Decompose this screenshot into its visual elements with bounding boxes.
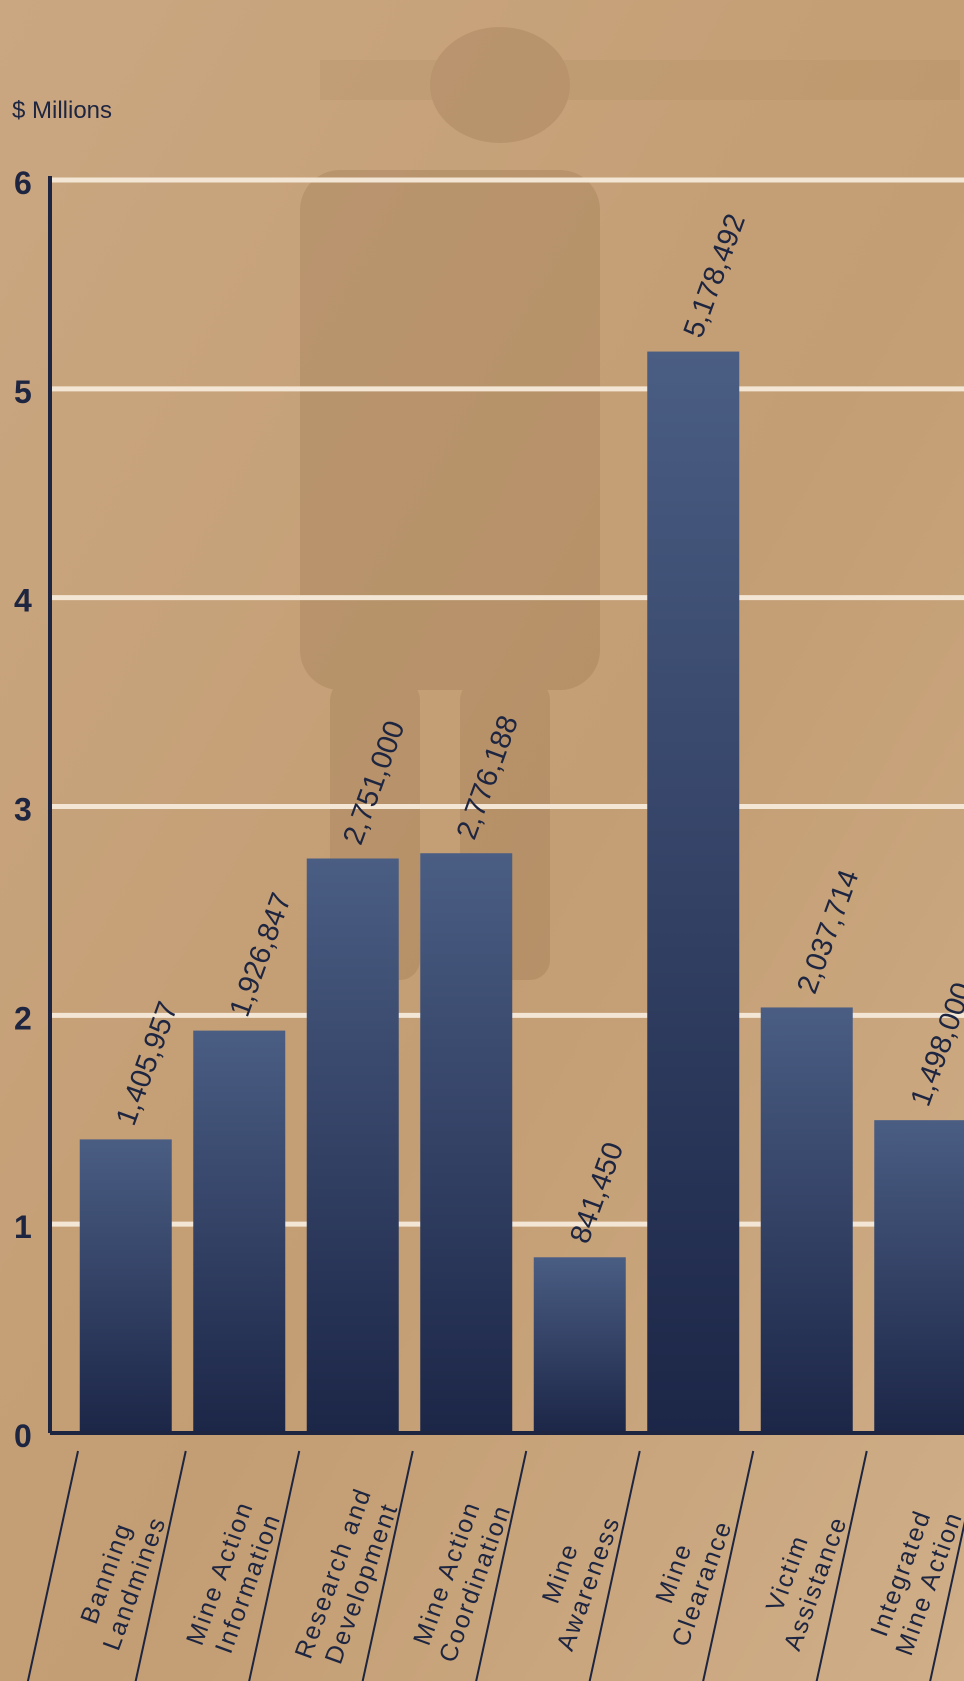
category-separator xyxy=(134,1450,187,1681)
bar xyxy=(874,1120,964,1433)
category-separator xyxy=(815,1450,868,1681)
category-separator xyxy=(702,1450,755,1681)
category-separator xyxy=(26,1450,79,1681)
bar xyxy=(533,1257,626,1433)
bar xyxy=(420,853,513,1433)
bar xyxy=(193,1030,286,1433)
category-separator xyxy=(248,1450,301,1681)
axes: 0 1 2 3 4 5 6 xyxy=(14,165,964,1454)
bar xyxy=(306,858,399,1433)
y-axis-unit-label: $ Millions xyxy=(12,97,112,124)
background-figure-silhouette xyxy=(300,27,960,980)
y-tick-label: 3 xyxy=(14,792,32,828)
y-tick-label: 6 xyxy=(14,165,32,201)
bar xyxy=(79,1139,172,1433)
y-tick-label: 2 xyxy=(14,1000,32,1036)
category-separator xyxy=(929,1520,964,1681)
category-separator xyxy=(361,1450,414,1681)
y-tick-label: 1 xyxy=(14,1209,32,1245)
y-tick-label: 5 xyxy=(14,374,32,410)
bar xyxy=(760,1007,853,1433)
y-tick-label: 4 xyxy=(14,583,32,619)
category-separator xyxy=(475,1450,528,1681)
category-separator xyxy=(588,1450,641,1681)
bars xyxy=(79,351,964,1434)
y-tick-label: 0 xyxy=(14,1418,32,1454)
bar xyxy=(647,351,740,1434)
